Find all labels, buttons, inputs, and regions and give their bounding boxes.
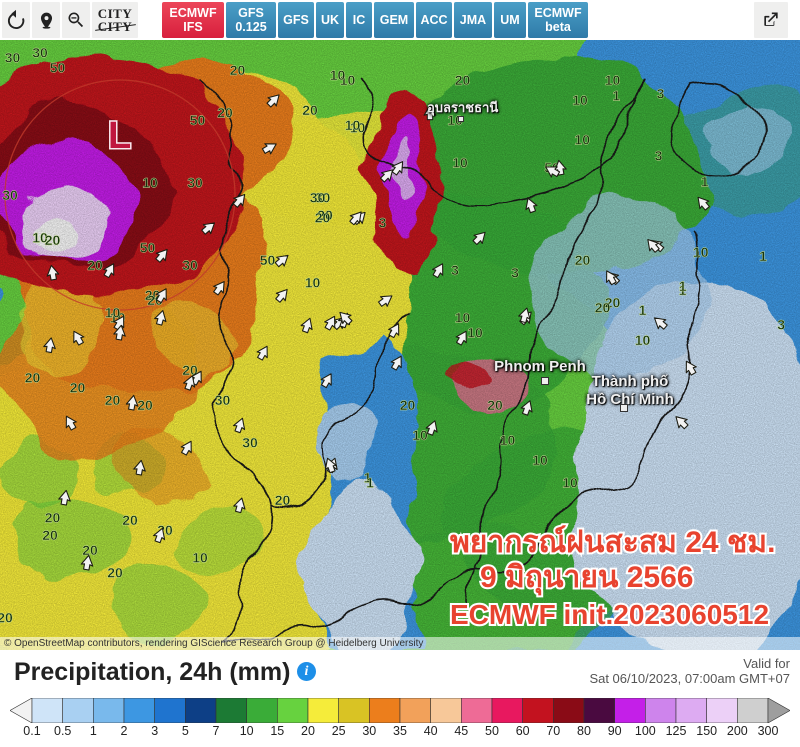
svg-text:1: 1 xyxy=(366,475,374,491)
svg-text:10: 10 xyxy=(605,72,621,88)
svg-text:10: 10 xyxy=(105,305,121,321)
svg-text:3: 3 xyxy=(379,215,387,231)
svg-text:20: 20 xyxy=(400,397,416,413)
svg-text:10: 10 xyxy=(500,432,516,448)
svg-text:3: 3 xyxy=(657,85,665,101)
svg-text:3: 3 xyxy=(655,148,663,164)
svg-text:50: 50 xyxy=(50,60,66,76)
svg-text:20: 20 xyxy=(455,72,471,88)
svg-text:30: 30 xyxy=(242,435,258,451)
svg-text:10: 10 xyxy=(345,117,361,133)
svg-text:20: 20 xyxy=(70,380,86,396)
svg-text:30: 30 xyxy=(2,187,18,203)
svg-text:10: 10 xyxy=(562,475,578,491)
svg-text:1: 1 xyxy=(759,248,767,264)
svg-text:20: 20 xyxy=(105,392,121,408)
svg-text:20: 20 xyxy=(595,300,611,316)
svg-text:10: 10 xyxy=(192,550,208,566)
svg-text:10: 10 xyxy=(142,175,158,191)
svg-text:1: 1 xyxy=(639,302,647,318)
svg-text:30: 30 xyxy=(32,45,48,61)
svg-text:20: 20 xyxy=(137,397,153,413)
svg-text:3: 3 xyxy=(511,265,519,281)
svg-text:10: 10 xyxy=(693,244,709,260)
svg-text:20: 20 xyxy=(275,492,291,508)
svg-text:10: 10 xyxy=(455,310,471,326)
svg-text:50: 50 xyxy=(140,240,156,256)
svg-text:1: 1 xyxy=(679,278,687,294)
svg-text:20: 20 xyxy=(575,252,591,268)
svg-text:1: 1 xyxy=(701,174,709,190)
svg-text:10: 10 xyxy=(305,275,321,291)
svg-text:10: 10 xyxy=(574,132,590,148)
svg-text:1: 1 xyxy=(612,87,620,103)
svg-text:50: 50 xyxy=(190,112,206,128)
svg-text:30: 30 xyxy=(182,257,198,273)
svg-text:20: 20 xyxy=(87,257,103,273)
svg-text:30: 30 xyxy=(215,392,231,408)
svg-text:20: 20 xyxy=(42,527,58,543)
svg-text:10: 10 xyxy=(330,67,346,83)
svg-text:20: 20 xyxy=(25,370,41,386)
svg-text:10: 10 xyxy=(467,325,483,341)
svg-text:20: 20 xyxy=(217,105,233,121)
svg-text:30: 30 xyxy=(187,175,203,191)
svg-text:20: 20 xyxy=(0,610,13,626)
svg-text:30: 30 xyxy=(5,50,21,66)
svg-text:20: 20 xyxy=(45,510,61,526)
svg-text:10: 10 xyxy=(412,427,428,443)
svg-text:30: 30 xyxy=(310,190,326,206)
svg-text:10: 10 xyxy=(532,452,548,468)
svg-text:20: 20 xyxy=(82,542,98,558)
svg-text:10: 10 xyxy=(635,332,651,348)
svg-text:20: 20 xyxy=(122,512,138,528)
svg-text:20: 20 xyxy=(45,232,61,248)
svg-text:20: 20 xyxy=(107,565,123,581)
svg-text:20: 20 xyxy=(487,397,503,413)
svg-text:10: 10 xyxy=(572,92,588,108)
svg-text:3: 3 xyxy=(451,262,459,278)
svg-text:20: 20 xyxy=(230,62,246,78)
svg-text:10: 10 xyxy=(452,155,468,171)
svg-text:20: 20 xyxy=(302,102,318,118)
svg-text:20: 20 xyxy=(315,210,331,226)
svg-text:50: 50 xyxy=(260,252,276,268)
svg-text:3: 3 xyxy=(777,316,785,332)
